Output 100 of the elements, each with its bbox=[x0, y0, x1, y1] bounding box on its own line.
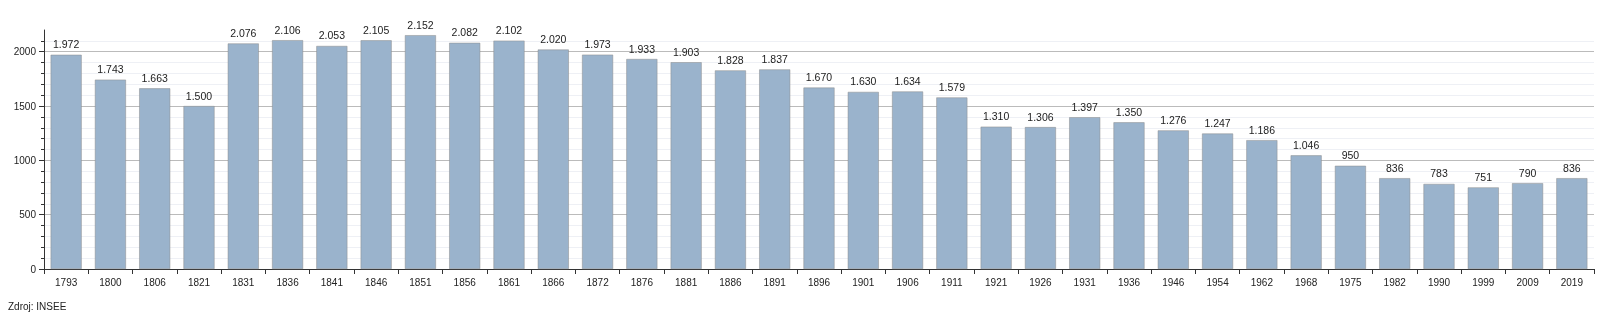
data-label: 751 bbox=[1474, 170, 1493, 183]
data-label: 783 bbox=[1430, 167, 1448, 180]
x-tick-label: 1861 bbox=[497, 276, 521, 288]
x-tick-label: 1891 bbox=[763, 276, 787, 288]
y-tick-label: 2000 bbox=[13, 46, 37, 58]
bar bbox=[980, 126, 1012, 269]
bar bbox=[183, 106, 215, 269]
data-label: 1.663 bbox=[141, 71, 169, 84]
x-tick-label: 1800 bbox=[99, 276, 122, 288]
bar bbox=[404, 35, 436, 269]
x-tick-label: 1982 bbox=[1383, 276, 1407, 288]
bar bbox=[1423, 183, 1455, 269]
x-tick-label: 1926 bbox=[1029, 276, 1052, 288]
bar bbox=[1512, 183, 1544, 269]
data-label: 1.828 bbox=[717, 53, 744, 66]
bar bbox=[803, 87, 835, 269]
data-label: 1.837 bbox=[761, 52, 789, 65]
x-tick-label: 1911 bbox=[941, 276, 964, 288]
bar bbox=[139, 88, 171, 269]
bar bbox=[1157, 130, 1189, 269]
bar bbox=[493, 40, 525, 269]
bar bbox=[1334, 165, 1366, 269]
data-label: 2.106 bbox=[274, 23, 301, 36]
bar bbox=[936, 97, 968, 269]
data-label: 1.350 bbox=[1115, 105, 1143, 118]
x-tick-label: 1831 bbox=[232, 276, 255, 288]
x-tick-label: 1866 bbox=[542, 276, 565, 288]
bar bbox=[1024, 127, 1056, 269]
bar bbox=[94, 79, 126, 269]
bar bbox=[50, 54, 82, 269]
data-label: 1.306 bbox=[1027, 110, 1054, 123]
bar bbox=[847, 91, 879, 269]
x-tick-label: 1896 bbox=[807, 276, 831, 288]
data-label: 1.186 bbox=[1248, 123, 1276, 136]
bar bbox=[582, 54, 614, 269]
x-tick-label: 1990 bbox=[1427, 276, 1451, 288]
data-label: 836 bbox=[1385, 161, 1404, 174]
bar bbox=[1556, 178, 1588, 269]
x-tick-label: 1968 bbox=[1295, 276, 1318, 288]
data-label: 950 bbox=[1341, 149, 1360, 162]
x-tick-label: 1975 bbox=[1339, 276, 1362, 288]
bar bbox=[670, 62, 702, 269]
x-tick-label: 1931 bbox=[1073, 276, 1097, 288]
bar bbox=[714, 70, 746, 269]
x-tick-label: 1999 bbox=[1472, 276, 1495, 288]
data-label: 1.046 bbox=[1293, 138, 1320, 151]
bar bbox=[449, 42, 481, 269]
data-label: 2.102 bbox=[495, 24, 523, 37]
text: Zdroj: INSEE bbox=[8, 300, 67, 312]
data-label: 1.310 bbox=[983, 110, 1010, 123]
x-tick-label: 1881 bbox=[675, 276, 698, 288]
bar bbox=[1246, 140, 1278, 269]
bar bbox=[272, 40, 304, 269]
x-tick-label: 1962 bbox=[1250, 276, 1274, 288]
y-tick-label: 1500 bbox=[13, 100, 37, 112]
data-label: 1.397 bbox=[1071, 100, 1099, 113]
data-label: 836 bbox=[1563, 161, 1581, 174]
bar bbox=[759, 69, 791, 269]
data-label: 2.082 bbox=[451, 26, 479, 39]
x-tick-label: 1906 bbox=[896, 276, 920, 288]
bar bbox=[1113, 122, 1145, 269]
x-tick-label: 1901 bbox=[852, 276, 875, 288]
x-tick-label: 1936 bbox=[1117, 276, 1141, 288]
y-tick-label: 1000 bbox=[13, 154, 37, 166]
x-tick-label: 2019 bbox=[1560, 276, 1584, 288]
x-tick-label: 1921 bbox=[985, 276, 1008, 288]
x-tick-label: 1793 bbox=[55, 276, 78, 288]
data-label: 1.579 bbox=[938, 80, 966, 93]
bar bbox=[1069, 117, 1101, 269]
data-label: 1.903 bbox=[673, 45, 700, 58]
data-label: 2.076 bbox=[230, 26, 257, 39]
bar bbox=[892, 91, 924, 269]
y-tick-label: 500 bbox=[19, 209, 37, 221]
bar bbox=[360, 40, 392, 269]
x-tick-label: 1806 bbox=[143, 276, 167, 288]
x-tick-label: 1886 bbox=[719, 276, 742, 288]
data-label: 2.105 bbox=[363, 23, 390, 36]
x-tick-label: 1851 bbox=[409, 276, 432, 288]
data-label: 1.276 bbox=[1160, 113, 1187, 126]
data-label: 1.972 bbox=[53, 38, 80, 51]
x-tick-label: 1946 bbox=[1162, 276, 1185, 288]
bar bbox=[227, 43, 259, 269]
data-label: 1.630 bbox=[850, 75, 877, 88]
x-tick-label: 2009 bbox=[1516, 276, 1540, 288]
bar bbox=[1379, 178, 1411, 269]
x-tick-label: 1846 bbox=[365, 276, 388, 288]
y-tick-label: 0 bbox=[30, 263, 37, 275]
data-label: 1.634 bbox=[894, 74, 921, 87]
data-label: 1.743 bbox=[97, 63, 124, 76]
data-label: 1.670 bbox=[805, 71, 833, 84]
x-tick-label: 1954 bbox=[1206, 276, 1230, 288]
data-label: 1.247 bbox=[1204, 117, 1231, 130]
x-tick-label: 1836 bbox=[276, 276, 300, 288]
data-label: 1.973 bbox=[584, 38, 611, 51]
x-tick-label: 1856 bbox=[453, 276, 477, 288]
data-label: 790 bbox=[1518, 166, 1537, 179]
x-tick-label: 1872 bbox=[586, 276, 610, 288]
bar bbox=[1467, 187, 1499, 269]
data-label: 2.053 bbox=[318, 29, 346, 42]
bar bbox=[537, 49, 569, 269]
